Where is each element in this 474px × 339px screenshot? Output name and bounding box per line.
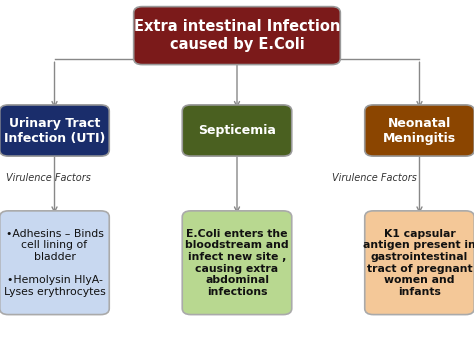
FancyBboxPatch shape xyxy=(134,7,340,64)
Text: Extra intestinal Infection
caused by E.Coli: Extra intestinal Infection caused by E.C… xyxy=(134,19,340,52)
Text: E.Coli enters the
bloodstream and
infect new site ,
causing extra
abdominal
infe: E.Coli enters the bloodstream and infect… xyxy=(185,229,289,297)
FancyBboxPatch shape xyxy=(182,211,292,315)
FancyBboxPatch shape xyxy=(182,105,292,156)
FancyBboxPatch shape xyxy=(0,105,109,156)
Text: •Adhesins – Binds
cell lining of
bladder

•Hemolysin HlyA-
Lyses erythrocytes: •Adhesins – Binds cell lining of bladder… xyxy=(4,229,105,297)
Text: K1 capsular
antigen present in
gastrointestinal
tract of pregnant
women and
infa: K1 capsular antigen present in gastroint… xyxy=(363,229,474,297)
Text: Urinary Tract
Infection (UTI): Urinary Tract Infection (UTI) xyxy=(4,117,105,144)
FancyBboxPatch shape xyxy=(0,211,109,315)
FancyBboxPatch shape xyxy=(365,105,474,156)
Text: Virulence Factors: Virulence Factors xyxy=(6,173,91,183)
Text: Neonatal
Meningitis: Neonatal Meningitis xyxy=(383,117,456,144)
Text: Virulence Factors: Virulence Factors xyxy=(332,173,417,183)
FancyBboxPatch shape xyxy=(365,211,474,315)
Text: Septicemia: Septicemia xyxy=(198,124,276,137)
